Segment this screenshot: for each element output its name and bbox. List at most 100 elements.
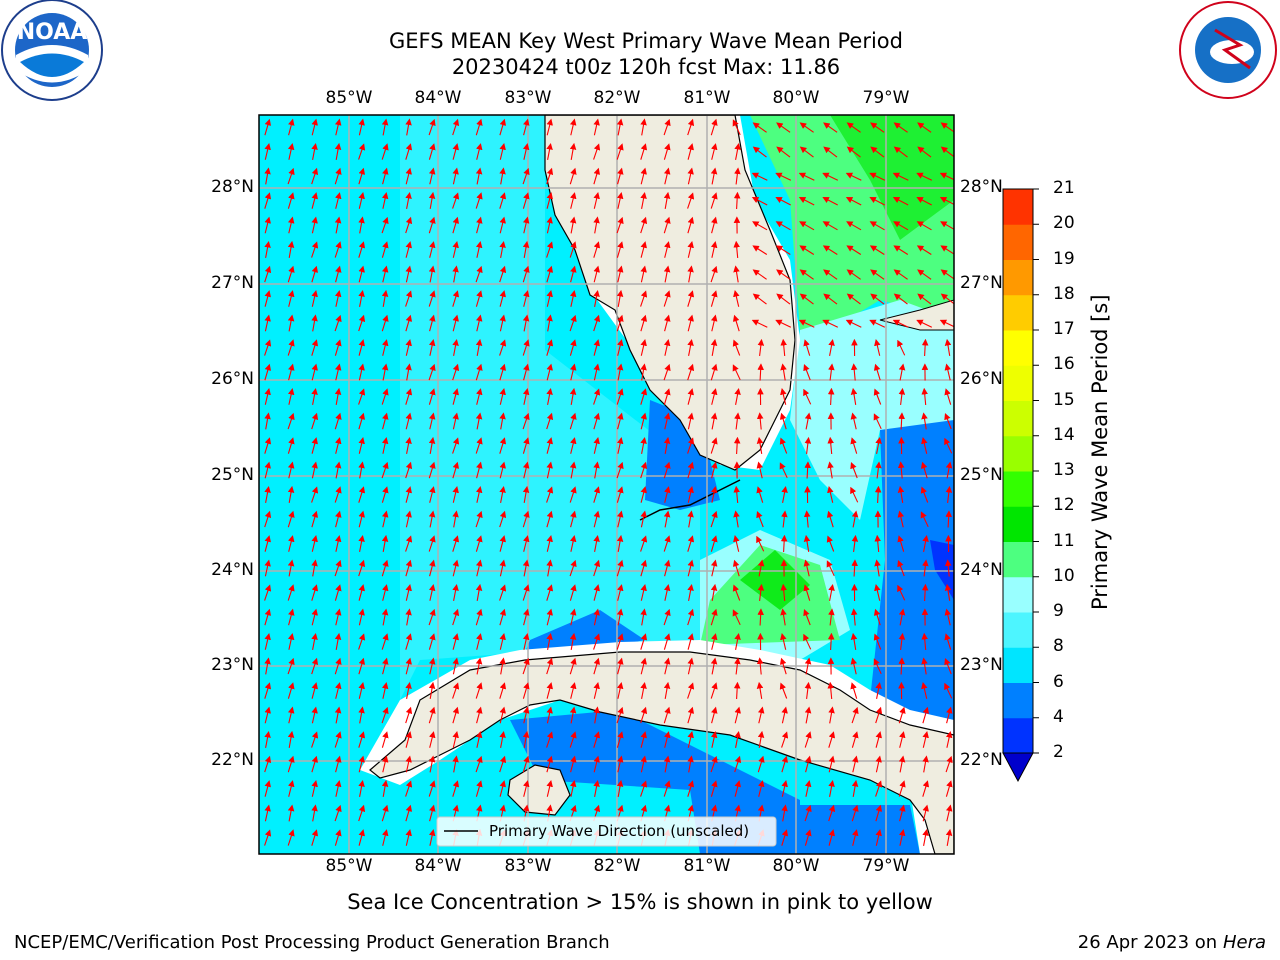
wave-arrow: [776, 122, 791, 133]
wave-arrow: [640, 681, 647, 700]
wave-arrow: [922, 559, 929, 577]
wave-arrow: [940, 269, 954, 280]
wave-arrow: [663, 657, 671, 675]
wave-arrow: [405, 486, 412, 503]
graticule: [259, 115, 954, 854]
wave-arrow: [546, 192, 553, 209]
wave-arrow: [358, 657, 366, 675]
wave-arrow: [311, 142, 318, 161]
wave-arrow: [687, 241, 694, 258]
wave-arrow: [617, 584, 624, 601]
colorbar-tick-label: 15: [1053, 389, 1075, 410]
wave-arrow: [922, 804, 929, 822]
wave-arrow: [405, 191, 412, 210]
wave-arrow: [429, 314, 436, 332]
wave-arrow: [569, 559, 577, 577]
wave-arrow: [593, 731, 601, 748]
wave-arrow: [640, 657, 647, 675]
wave-arrow: [874, 485, 882, 504]
wave-arrow: [264, 559, 271, 577]
colorbar-segment: [1003, 717, 1033, 754]
wave-arrow: [944, 559, 952, 577]
wave-arrow: [335, 437, 342, 454]
wave-arrow: [288, 535, 295, 552]
wave-arrow: [804, 780, 812, 797]
wave-arrow: [522, 584, 530, 601]
wave-arrow: [405, 216, 413, 234]
wave-arrow: [475, 290, 483, 307]
wave-arrow: [939, 172, 954, 181]
wave-arrow: [916, 196, 932, 206]
wave-arrow: [546, 314, 553, 332]
wave-arrow: [334, 657, 342, 675]
wave-arrow: [803, 584, 811, 601]
wave-arrow: [452, 461, 460, 479]
wave-arrow: [428, 706, 436, 724]
wave-arrow: [920, 511, 929, 528]
wave-arrow: [804, 681, 812, 699]
wave-arrow: [711, 388, 718, 405]
noaa-logo-text: NOAA: [16, 20, 88, 45]
wave-arrow: [499, 240, 506, 259]
wave-arrow: [311, 731, 319, 748]
wave-arrow: [381, 216, 389, 234]
colorbar-tick-label: 11: [1053, 530, 1075, 551]
colorbar-segment: [1003, 612, 1033, 648]
wave-arrow: [803, 534, 811, 552]
wave-arrow: [452, 706, 460, 724]
wave-arrow: [334, 780, 342, 797]
wave-arrow: [522, 755, 530, 773]
wave-arrow: [475, 510, 483, 528]
wave-arrow: [334, 486, 342, 503]
wave-arrow: [827, 632, 835, 651]
noaa-logo: [1, 0, 103, 101]
period-band-6-8: [400, 115, 700, 700]
wave-arrow: [499, 633, 506, 650]
wave-arrow: [452, 583, 459, 602]
wave-arrow: [940, 245, 954, 255]
wave-arrow: [358, 584, 365, 601]
wave-arrow: [522, 461, 530, 479]
wave-arrow: [945, 485, 953, 503]
wave-arrow: [751, 172, 768, 181]
wave-arrow: [756, 510, 764, 528]
wave-arrow: [452, 486, 459, 503]
lat-label-left: 28°N: [211, 177, 254, 197]
wave-arrow: [405, 731, 412, 748]
wave-arrow: [452, 633, 459, 650]
wave-arrow: [335, 755, 342, 773]
wave-arrow: [939, 319, 954, 328]
wave-arrow: [428, 780, 436, 797]
wave-arrow: [334, 412, 342, 430]
wave-arrow: [828, 829, 835, 846]
wave-arrow: [897, 510, 905, 528]
wave-arrow: [663, 780, 671, 797]
wave-arrow: [593, 216, 600, 234]
colorbar-segment: [1003, 471, 1033, 507]
wave-arrow: [334, 706, 342, 724]
wave-arrow: [616, 731, 624, 748]
wave-arrow: [920, 486, 929, 503]
wave-arrow: [687, 633, 694, 650]
wave-arrow: [616, 388, 624, 405]
wave-arrow: [869, 221, 885, 231]
wave-arrow: [846, 293, 861, 305]
wave-arrow: [710, 780, 718, 797]
wave-arrow: [476, 461, 483, 479]
wave-arrow: [405, 780, 413, 797]
wave-arrow: [452, 314, 459, 332]
wave-arrow: [734, 706, 741, 724]
wave-arrow: [287, 388, 295, 405]
wave-arrow: [358, 388, 366, 405]
colorbar-segment: [1003, 330, 1033, 366]
wave-arrow: [687, 510, 694, 528]
wave-arrow: [381, 731, 389, 748]
wave-arrow: [870, 293, 885, 305]
wave-arrow: [687, 657, 694, 675]
wave-arrow: [264, 755, 272, 773]
wave-arrow: [358, 486, 366, 503]
wave-arrow: [687, 437, 695, 454]
wave-arrow: [287, 240, 295, 258]
colorbar-tick-label: 2: [1053, 742, 1064, 762]
wave-arrow: [311, 608, 318, 626]
